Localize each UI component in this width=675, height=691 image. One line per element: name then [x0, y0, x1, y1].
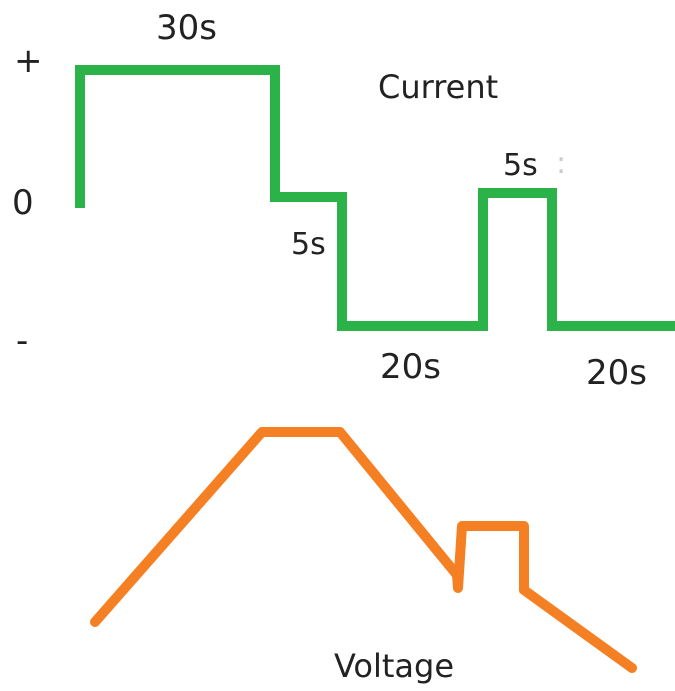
current-title: Current — [378, 68, 498, 106]
segment-label-negative-first: 20s — [380, 347, 441, 387]
axis-label-minus: - — [16, 321, 28, 361]
segment-label-negative-second: 20s — [586, 353, 647, 393]
segment-label-positive-pulse: 5s — [503, 148, 538, 183]
current-waveform — [75, 65, 675, 331]
segment-label-zero: 5s — [291, 227, 326, 262]
segment-label-positive: 30s — [156, 8, 217, 48]
segment-pulse-mark: : — [556, 146, 566, 181]
voltage-waveform — [90, 427, 637, 673]
voltage-title: Voltage — [334, 647, 454, 685]
axis-label-zero: 0 — [12, 183, 34, 223]
axis-label-plus: + — [14, 41, 43, 81]
